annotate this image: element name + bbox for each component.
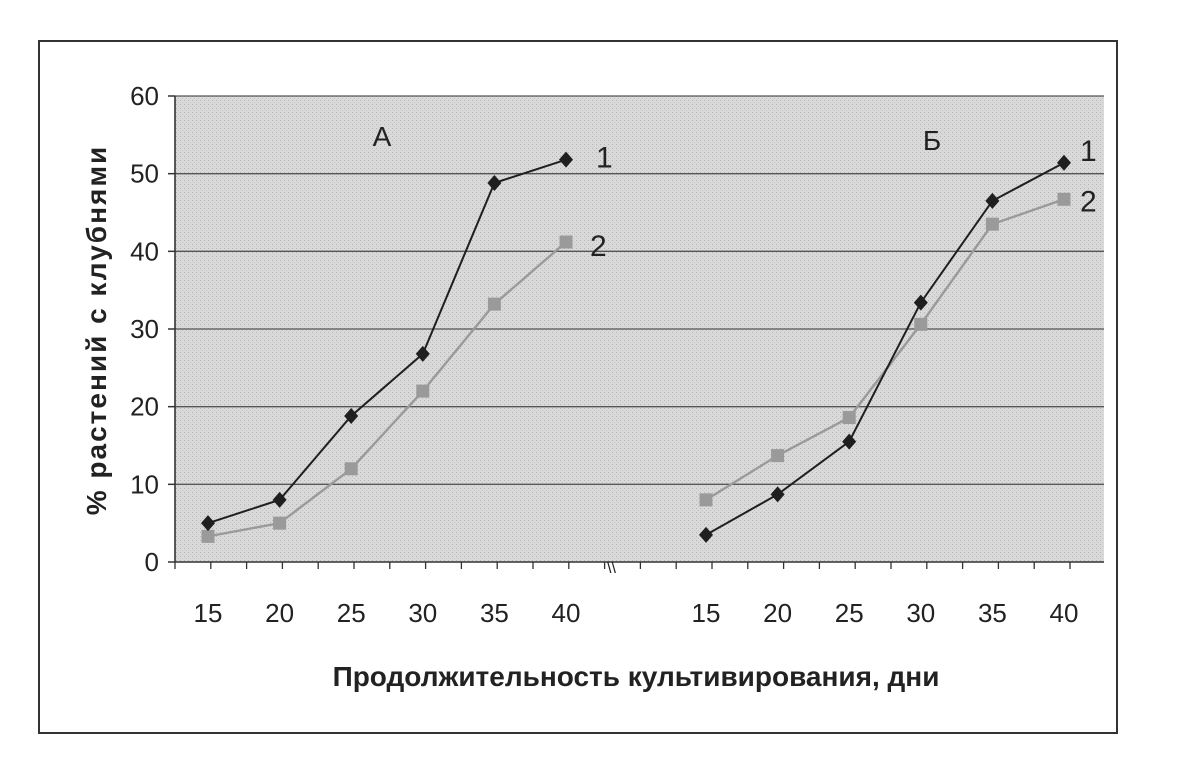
series-2-line — [207, 241, 567, 538]
series-1-point — [842, 433, 857, 450]
y-tick-label: 40 — [130, 236, 159, 266]
series-2-point — [416, 384, 430, 398]
y-axis-title: % растений с клубнями — [81, 145, 112, 516]
series-1-point — [913, 294, 928, 311]
series-1-point — [201, 515, 215, 532]
series-2-point — [344, 462, 358, 476]
y-tick-label: 50 — [130, 159, 159, 189]
series-2-point — [201, 529, 215, 543]
series-2-point — [487, 297, 501, 311]
x-tick-label: 15 — [692, 598, 721, 628]
series-2-point — [699, 493, 713, 507]
x-tick-label: 30 — [408, 598, 437, 628]
series-1-point — [699, 526, 713, 543]
series-2-point — [914, 317, 928, 331]
series-2-point — [985, 217, 999, 231]
series-label: 2 — [1080, 185, 1097, 218]
y-tick-label: 20 — [130, 392, 159, 422]
y-tick-label: 0 — [145, 547, 159, 577]
series-1-point — [487, 174, 502, 191]
y-tick-label: 10 — [130, 469, 159, 499]
x-tick-label: 35 — [978, 598, 1007, 628]
x-tick-label: 30 — [906, 598, 935, 628]
x-tick-label: 25 — [337, 598, 366, 628]
series-2-point — [273, 516, 287, 530]
panel-label: А — [373, 121, 392, 152]
axis-break-mark: \\ — [607, 560, 616, 577]
series-2-point — [559, 235, 573, 249]
series-2-point — [771, 449, 785, 463]
x-tick-label: 40 — [1050, 598, 1079, 628]
series-1-point — [415, 345, 430, 362]
series-label: 1 — [596, 142, 613, 175]
panel-label: Б — [923, 125, 941, 156]
series-1-point — [344, 407, 359, 424]
series-label: 1 — [1080, 135, 1097, 168]
series-2-point — [1057, 192, 1071, 206]
x-tick-label: 35 — [480, 598, 509, 628]
chart-frame — [38, 40, 1118, 734]
x-tick-label: 20 — [265, 598, 294, 628]
series-1-point — [985, 192, 1000, 209]
series-2-point — [842, 411, 856, 425]
series-1-line — [207, 158, 567, 525]
x-tick-label: 40 — [552, 598, 581, 628]
x-axis-title: Продолжительность культивирования, дни — [333, 661, 940, 692]
y-tick-label: 60 — [130, 81, 159, 111]
series-1-point — [1057, 154, 1071, 171]
series-1-point — [559, 151, 573, 168]
series-1-point — [272, 491, 287, 508]
series-1-line — [705, 161, 1065, 536]
x-tick-label: 15 — [194, 598, 223, 628]
y-tick-label: 30 — [130, 314, 159, 344]
series-1-point — [770, 486, 785, 503]
x-tick-label: 20 — [763, 598, 792, 628]
series-label: 2 — [590, 230, 607, 263]
x-tick-label: 25 — [835, 598, 864, 628]
